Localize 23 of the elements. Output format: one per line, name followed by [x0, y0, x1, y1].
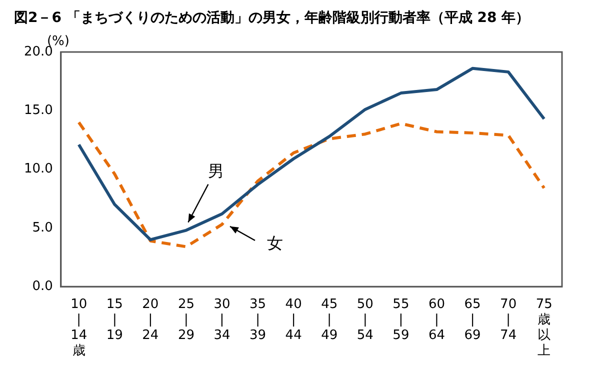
y-tick-label: 5.0 [32, 220, 53, 236]
y-tick-label: 0.0 [32, 278, 53, 294]
x-tick-label: 35|39 [250, 296, 266, 343]
x-tick-label: 75歳以上 [536, 296, 552, 359]
x-tick-label: 50|54 [356, 296, 374, 343]
series-label: 男 [208, 161, 224, 180]
line-series [77, 120, 546, 248]
x-tick-label: 55|59 [392, 296, 410, 343]
x-tick-label: 45|49 [321, 296, 338, 343]
y-tick-label: 20.0 [24, 44, 53, 60]
x-tick-label: 20|24 [142, 296, 159, 343]
x-tick-label: 30|34 [214, 296, 230, 343]
x-tick-label: 60|64 [428, 296, 446, 343]
x-tick-label: 15|19 [106, 296, 123, 343]
x-tick-label: 65|69 [464, 296, 481, 343]
chart-title: 図2－6 「まちづくりのための活動」の男女，年齢階級別行動者率（平成 28 年） [14, 8, 531, 28]
x-tick-label: 10|14歳 [70, 296, 88, 359]
x-tick-label: 25|29 [178, 296, 194, 343]
x-tick-label: 40|44 [285, 296, 302, 343]
x-tick-label: 70|74 [500, 296, 517, 343]
y-tick-label: 10.0 [24, 162, 53, 177]
y-tick-label: 15.0 [24, 103, 53, 118]
text: 女 [267, 234, 283, 253]
